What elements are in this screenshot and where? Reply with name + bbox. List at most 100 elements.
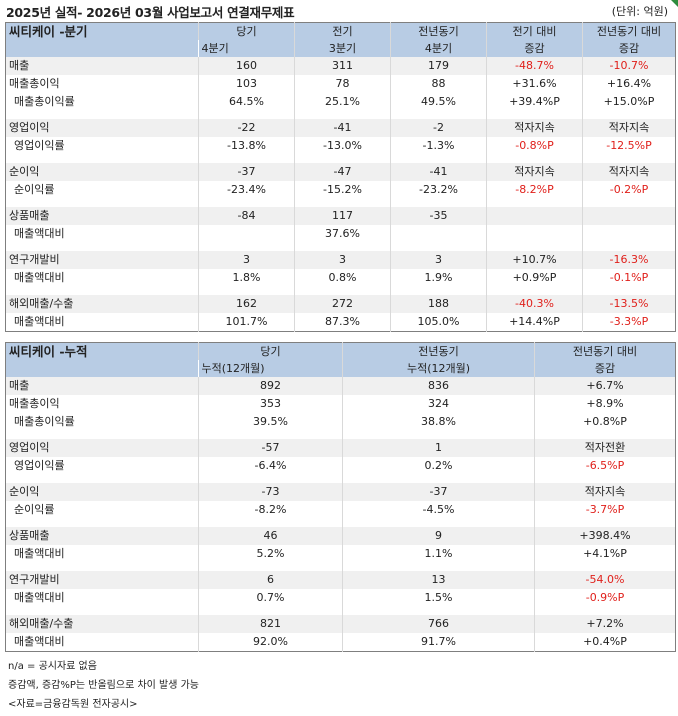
table-cell: 821	[198, 615, 343, 633]
table-cell: -73	[198, 483, 343, 501]
spacer-cell	[6, 519, 199, 527]
spacer-cell	[198, 607, 343, 615]
table-cell: 353	[198, 395, 343, 413]
table-row: 해외매출/수출 821 766 +7.2%	[5, 615, 676, 633]
col-subheader: 4분기	[390, 40, 487, 57]
table-cell: -0.1%P	[582, 269, 676, 287]
table-cell: -37	[342, 483, 535, 501]
spacer-cell	[6, 607, 199, 615]
table-cell: 324	[342, 395, 535, 413]
spacer-row	[6, 519, 676, 527]
footnote: <자료=금융감독원 전자공시>	[8, 699, 138, 710]
spacer-cell	[198, 155, 295, 163]
col-subheader: 3분기	[294, 40, 391, 57]
spacer-row	[6, 431, 676, 439]
row-label: 영업이익률	[14, 459, 65, 472]
spacer-cell	[582, 199, 676, 207]
table-cell: +4.1%P	[534, 545, 676, 563]
table-cell: -13.8%	[198, 137, 295, 155]
cumulative-table-name: 씨티케이 -누적	[5, 342, 199, 377]
spacer-cell	[6, 111, 199, 119]
quarterly-table-name: 씨티케이 -분기	[5, 22, 199, 57]
table-cell	[582, 225, 676, 243]
table-cell: -54.0%	[534, 571, 676, 589]
row-label: 상품매출	[5, 207, 199, 225]
row-label: 매출총이익	[9, 77, 60, 90]
table-row: 순이익률 -23.4% -15.2% -23.2% -8.2%P -0.2%P	[6, 181, 676, 199]
table-cell: 25.1%	[294, 93, 391, 111]
spacer-cell	[486, 155, 583, 163]
table-cell: -6.4%	[198, 457, 343, 475]
table-cell: 1.1%	[342, 545, 535, 563]
spacer-cell	[342, 607, 535, 615]
table-cell: -47	[294, 163, 391, 181]
table-cell: -3.7%P	[534, 501, 676, 519]
footnote: n/a = 공시자료 없음	[8, 661, 97, 672]
spacer-cell	[6, 199, 199, 207]
table-cell: 892	[198, 377, 343, 395]
table-row: 매출총이익 103 78 88 +31.6% +16.4%	[6, 75, 676, 93]
table-row: 매출액대비 0.7% 1.5% -0.9%P	[6, 589, 676, 607]
row-label: 매출액대비	[14, 591, 65, 604]
table-row: 연구개발비 3 3 3 +10.7% -16.3%	[5, 251, 676, 269]
table-cell	[390, 225, 487, 243]
spacer-cell	[390, 111, 487, 119]
quarterly-header-row-1: 씨티케이 -분기 당기 전기 전년동기 전기 대비 전년동기 대비	[5, 22, 676, 57]
table-cell: 88	[390, 75, 487, 93]
table-cell	[486, 225, 583, 243]
table-cell: 92.0%	[198, 633, 343, 652]
spacer-cell	[486, 199, 583, 207]
report-header: 2025년 실적- 2026년 03월 사업보고서 연결재무제표 (단위: 억원…	[0, 0, 678, 22]
spacer-cell	[198, 563, 343, 571]
table-cell: 1.5%	[342, 589, 535, 607]
row-label: 매출액대비	[14, 547, 65, 560]
spacer-cell	[534, 607, 676, 615]
cumulative-body: 매출 892 836 +6.7% 매출총이익 353 324 +8.9% 매출총이익률 39.5%…	[5, 377, 676, 652]
spacer-cell	[198, 519, 343, 527]
spacer-row	[6, 155, 676, 163]
corner-marker	[671, 0, 678, 7]
row-label: 연구개발비	[5, 571, 199, 589]
cumulative-header-row-1: 씨티케이 -누적 당기 전년동기 전년동기 대비	[5, 342, 676, 377]
table-cell: -8.2%	[198, 501, 343, 519]
spacer-row	[6, 199, 676, 207]
spacer-cell	[294, 287, 391, 295]
table-cell: -2	[390, 119, 487, 137]
table-cell: +8.9%	[534, 395, 676, 413]
table-cell: +398.4%	[534, 527, 676, 545]
table-cell: -13.0%	[294, 137, 391, 155]
row-label: 매출	[5, 57, 199, 75]
table-cell: 적자지속	[486, 163, 583, 181]
table-cell: 0.2%	[342, 457, 535, 475]
cumulative-table: 씨티케이 -누적 당기 전년동기 전년동기 대비 누적(12개월) 누적(12개…	[5, 342, 676, 652]
spacer-cell	[198, 475, 343, 483]
spacer-cell	[534, 519, 676, 527]
spacer-cell	[342, 563, 535, 571]
table-cell: 적자지속	[486, 119, 583, 137]
spacer-cell	[534, 431, 676, 439]
spacer-cell	[342, 475, 535, 483]
spacer-cell	[294, 155, 391, 163]
table-row: 매출액대비 101.7% 87.3% 105.0% +14.4%P -3.3%P	[6, 313, 676, 332]
table-cell: -16.3%	[582, 251, 676, 269]
col-header: 전년동기	[390, 22, 487, 40]
spacer-cell	[534, 475, 676, 483]
table-cell: -13.5%	[582, 295, 676, 313]
table-cell: 117	[294, 207, 391, 225]
spacer-cell	[486, 243, 583, 251]
table-cell: -15.2%	[294, 181, 391, 199]
spacer-cell	[390, 243, 487, 251]
table-cell: 836	[342, 377, 535, 395]
quarterly-table: 씨티케이 -분기 당기 전기 전년동기 전기 대비 전년동기 대비 4분기 3분…	[5, 22, 676, 332]
spacer-cell	[342, 519, 535, 527]
spacer-cell	[6, 563, 199, 571]
col-header: 전년동기 대비	[582, 22, 676, 40]
table-cell: -35	[390, 207, 487, 225]
table-cell: -37	[198, 163, 295, 181]
row-label: 순이익률	[14, 503, 55, 516]
row-label: 연구개발비	[5, 251, 199, 269]
row-label: 해외매출/수출	[5, 295, 199, 313]
col-subheader: 4분기	[198, 40, 295, 57]
spacer-cell	[294, 111, 391, 119]
table-row: 영업이익률 -6.4% 0.2% -6.5%P	[6, 457, 676, 475]
